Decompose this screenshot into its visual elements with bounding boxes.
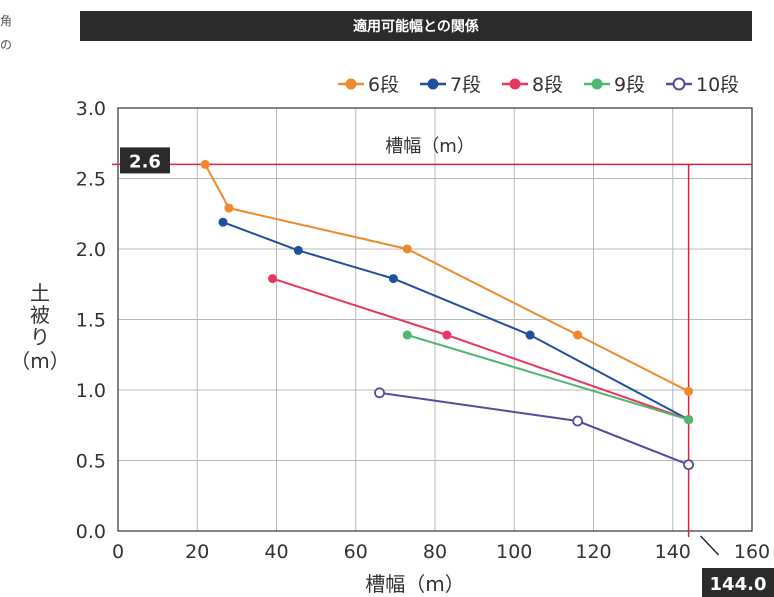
series-2-point-1 — [442, 330, 452, 340]
legend-marker-3 — [591, 78, 603, 90]
reference-x-leader — [700, 535, 720, 556]
plot-frame — [117, 107, 753, 532]
y-tick-label-3: 1.5 — [76, 310, 106, 332]
reference-x-label: 144.0 — [710, 574, 767, 595]
series-4-point-1 — [572, 415, 584, 427]
series-3-point-0 — [402, 330, 412, 340]
legend-label-4: 10段 — [696, 74, 739, 96]
x-axis-label: 槽幅（m） — [365, 572, 464, 596]
y-tick-label-1: 0.5 — [76, 451, 106, 473]
x-tick-label-8: 160 — [734, 541, 770, 563]
x-tick-label-2: 40 — [264, 541, 288, 563]
legend-marker-1 — [427, 78, 439, 90]
series-0-point-2 — [402, 244, 412, 254]
y-axis-label: 土被り（m） — [10, 281, 69, 373]
reference-y-label: 2.6 — [129, 151, 161, 172]
x-tick-label-0: 0 — [112, 541, 124, 563]
inner-axis-note: 槽幅（m） — [385, 136, 475, 157]
x-tick-label-7: 140 — [655, 541, 691, 563]
edge-text-fragment-1: 角 — [0, 14, 13, 28]
legend-label-3: 9段 — [614, 74, 645, 96]
series-4-point-2 — [683, 459, 694, 471]
series-3-point-1 — [684, 415, 694, 425]
series-2-point-0 — [268, 274, 278, 284]
series-line-2 — [272, 277, 689, 421]
series-0-point-1 — [224, 203, 234, 213]
x-tick-label-1: 20 — [185, 541, 209, 563]
x-tick-label-3: 60 — [344, 541, 368, 563]
series-1-point-1 — [293, 245, 303, 255]
series-1-point-2 — [388, 274, 398, 284]
edge-text-fragment-2: の — [0, 38, 13, 52]
legend-marker-2 — [509, 78, 521, 90]
y-tick-label-6: 3.0 — [76, 98, 106, 120]
x-tick-label-6: 120 — [575, 541, 611, 563]
y-tick-label-0: 0.0 — [76, 521, 106, 543]
reference-x-box — [702, 568, 774, 597]
chart-title: 適用可能幅との関係 — [80, 11, 752, 41]
series-1-point-3 — [525, 330, 535, 340]
legend-label-1: 7段 — [450, 74, 481, 96]
y-tick-label-2: 1.0 — [76, 380, 106, 402]
series-line-3 — [406, 334, 689, 421]
series-0-point-0 — [200, 159, 210, 169]
x-tick-label-4: 80 — [423, 541, 447, 563]
y-tick-label-5: 2.5 — [76, 169, 106, 191]
legend-label-0: 6段 — [368, 74, 399, 96]
legend-marker-0 — [345, 78, 357, 90]
series-line-0 — [204, 163, 690, 393]
series-0-point-4 — [684, 386, 694, 396]
series-1-point-0 — [218, 217, 228, 227]
legend-label-2: 8段 — [532, 74, 563, 96]
series-0-point-3 — [573, 330, 583, 340]
series-4-point-0 — [374, 387, 385, 399]
x-tick-label-5: 100 — [496, 541, 532, 563]
y-tick-label-4: 2.0 — [76, 239, 106, 261]
reference-y-box — [120, 147, 170, 174]
legend-marker-4 — [672, 77, 686, 91]
